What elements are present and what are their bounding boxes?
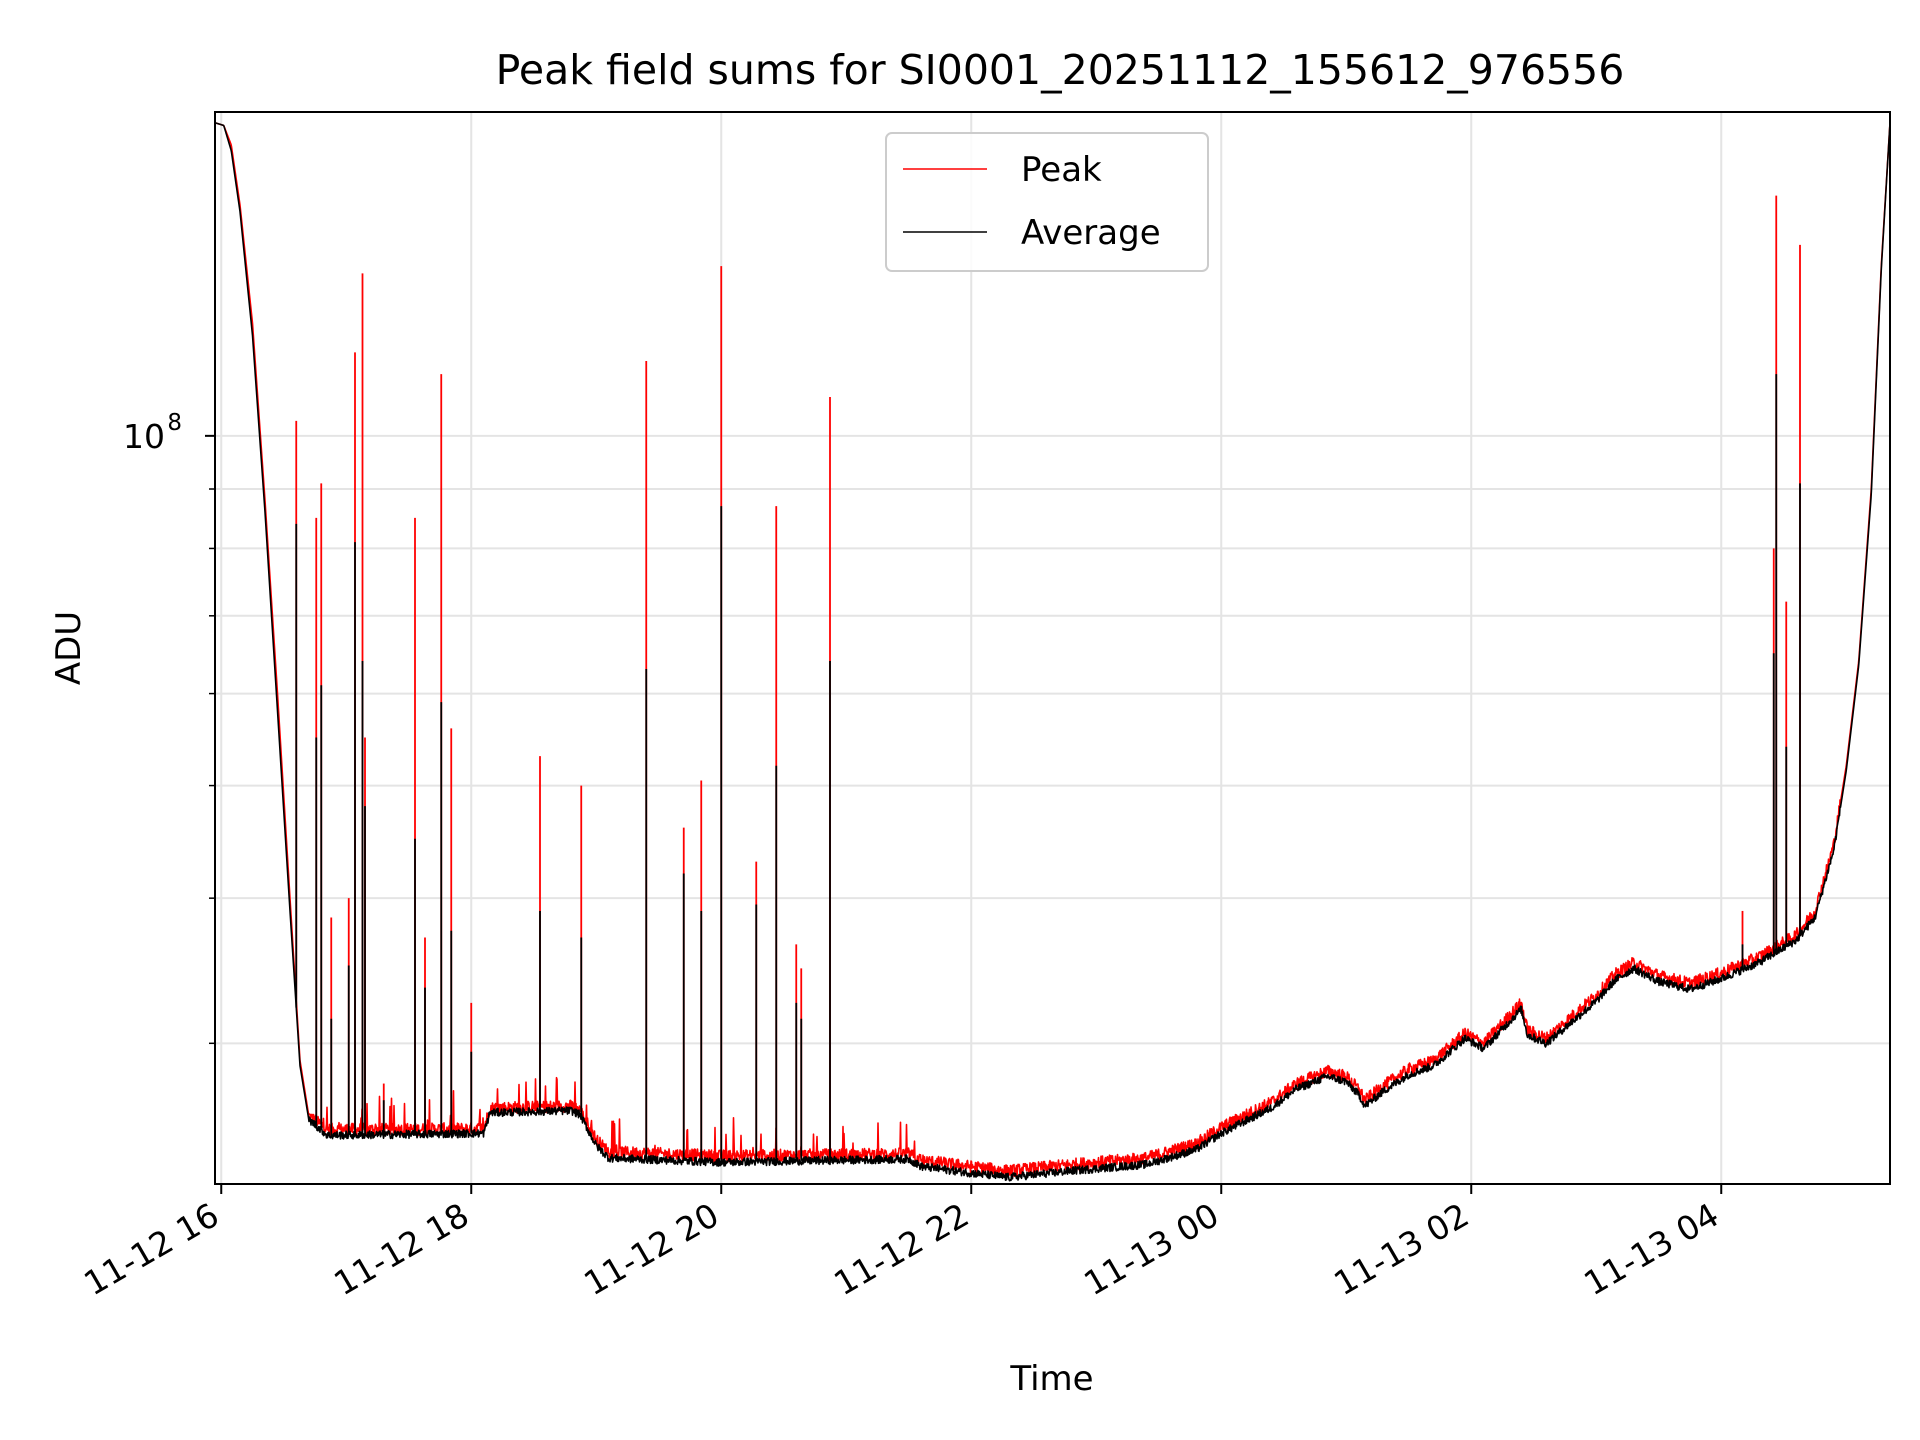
y-axis-label: ADU xyxy=(49,611,89,685)
chart-title: Peak field sums for SI0001_20251112_1556… xyxy=(496,46,1625,94)
x-axis-label: Time xyxy=(1009,1359,1093,1399)
peak-line xyxy=(215,121,1890,1178)
legend-box xyxy=(885,132,1209,272)
plot-series-group xyxy=(215,121,1890,1182)
legend-label-average: Average xyxy=(1021,213,1161,253)
series-average xyxy=(215,121,1890,1182)
average-line xyxy=(215,121,1890,1182)
y-tick-exponent: 8 xyxy=(167,410,182,436)
plot-frame xyxy=(214,111,1891,1185)
legend: Peak Average xyxy=(885,132,1209,272)
y-tick-label: 10 xyxy=(123,417,165,456)
y-axis: 10 8 xyxy=(123,410,215,1045)
legend-label-peak: Peak xyxy=(1021,150,1102,190)
